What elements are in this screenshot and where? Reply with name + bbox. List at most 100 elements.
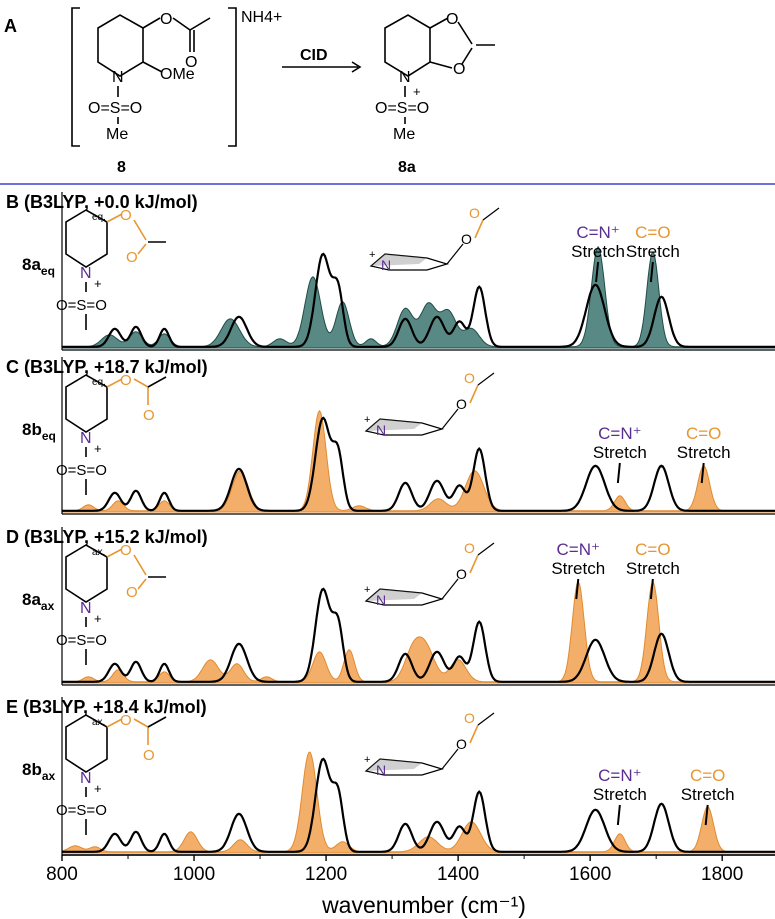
x-tick-label: 1400 <box>437 864 479 885</box>
annotation-pointer <box>704 804 709 826</box>
svg-text:O: O <box>126 249 138 266</box>
annotation-title: C=O <box>686 424 721 443</box>
product-structure: O O N + O=S=O Me 8a <box>375 11 495 176</box>
structure-charge: + <box>94 276 102 291</box>
structure-id: 8aax <box>22 590 55 613</box>
panel-structure: 8beq eq. N+ O=S=O O O <box>22 372 167 495</box>
svg-text:OMe: OMe <box>160 66 195 83</box>
structure-sulfonyl: O=S=O <box>56 802 107 819</box>
position-tag: eq. <box>92 212 106 223</box>
structure-id: 8beq <box>22 420 56 443</box>
annotation-title: C=N⁺ <box>576 223 619 242</box>
svg-text:N: N <box>381 257 391 273</box>
svg-text:N: N <box>112 69 124 86</box>
svg-text:N: N <box>376 762 386 778</box>
structure-charge: + <box>94 611 102 626</box>
panel-title: D (B3LYP, +15.2 kJ/mol) <box>6 527 208 547</box>
svg-text:O: O <box>456 736 467 752</box>
svg-text:Me: Me <box>393 126 415 143</box>
svg-text:N: N <box>399 69 411 86</box>
svg-text:N: N <box>376 592 386 608</box>
panel-title: C (B3LYP, +18.7 kJ/mol) <box>6 357 208 377</box>
experiment-spectrum <box>62 587 775 683</box>
structure-id: 8aeq <box>22 255 55 278</box>
annotation-title: C=O <box>690 766 725 785</box>
position-tag: ax. <box>92 547 105 558</box>
svg-text:O: O <box>461 231 472 247</box>
conformer-sketch: N + OO <box>364 540 495 608</box>
structure-n: N <box>80 265 92 282</box>
theory-spectrum <box>61 409 775 513</box>
structure-charge: + <box>94 441 102 456</box>
panel-title: E (B3LYP, +18.4 kJ/mol) <box>6 697 207 717</box>
spectra-panels: B (B3LYP, +0.0 kJ/mol)C=N⁺StretchC=OStre… <box>6 192 775 856</box>
experiment-spectrum <box>62 416 775 512</box>
svg-text:+: + <box>413 84 421 99</box>
panel-c: C (B3LYP, +18.7 kJ/mol)C=N⁺StretchC=OStr… <box>6 357 775 515</box>
annotation-stretch: Stretch <box>626 559 680 578</box>
svg-text:8a: 8a <box>398 159 416 176</box>
annotation-pointer <box>575 578 580 600</box>
structure-sulfonyl: O=S=O <box>56 462 107 479</box>
x-tick-label: 1200 <box>305 864 347 885</box>
panel-a-label: A <box>4 16 17 36</box>
theory-spectrum <box>61 751 775 854</box>
panel-e: E (B3LYP, +18.4 kJ/mol)C=N⁺StretchC=OStr… <box>6 697 775 856</box>
svg-text:O: O <box>446 11 458 28</box>
svg-text:+: + <box>364 584 370 596</box>
structure-n: N <box>80 600 92 617</box>
svg-text:+: + <box>364 754 370 766</box>
position-tag: ax. <box>92 717 105 728</box>
svg-text:O: O <box>464 710 475 726</box>
annotation-pointer <box>616 804 621 826</box>
svg-text:O=S=O: O=S=O <box>88 100 142 117</box>
svg-text:O: O <box>160 11 172 28</box>
panel-d: D (B3LYP, +15.2 kJ/mol)C=N⁺StretchC=OStr… <box>6 527 775 686</box>
svg-text:O: O <box>456 566 467 582</box>
annotation-pointer <box>649 578 654 600</box>
x-tick-label: 800 <box>46 864 78 885</box>
x-tick-label: 1800 <box>701 864 743 885</box>
annotation-pointer <box>700 462 705 484</box>
position-tag: eq. <box>92 377 106 388</box>
svg-text:O: O <box>120 542 132 559</box>
cid-label: CID <box>300 47 328 64</box>
annotation-title: C=N⁺ <box>598 766 641 785</box>
x-axis: 800 1000 1200 1400 1600 1800 <box>46 854 775 885</box>
svg-text:O: O <box>120 207 132 224</box>
svg-text:+: + <box>364 414 370 426</box>
svg-text:O: O <box>456 396 467 412</box>
annotation-pointer <box>595 261 600 283</box>
conformer-sketch: N + OO <box>364 370 495 438</box>
svg-text:O: O <box>120 372 132 389</box>
svg-text:O: O <box>126 584 138 601</box>
annotation-stretch: Stretch <box>626 242 680 261</box>
svg-text:O: O <box>464 370 475 386</box>
svg-text:+: + <box>369 249 375 261</box>
annotation-stretch: Stretch <box>551 559 605 578</box>
x-axis-label: wavenumber (cm⁻¹) <box>321 892 526 918</box>
svg-text:8: 8 <box>117 159 126 176</box>
svg-text:O: O <box>143 747 155 764</box>
svg-text:N: N <box>376 422 386 438</box>
experiment-spectrum <box>62 252 775 348</box>
panel-structure: 8aeq eq. N+ O=S=O O O <box>22 207 166 330</box>
svg-text:O: O <box>469 205 480 221</box>
panel-a: A NH4+ O O N OMe O=S=O Me 8 CID <box>4 7 495 176</box>
structure-n: N <box>80 430 92 447</box>
right-bracket <box>228 7 237 147</box>
svg-text:O=S=O: O=S=O <box>375 100 429 117</box>
panel-structure: 8aax ax. N+ O=S=O O O <box>22 542 166 665</box>
svg-text:O: O <box>120 712 132 729</box>
svg-text:O: O <box>464 540 475 556</box>
structure-sulfonyl: O=S=O <box>56 297 107 314</box>
experiment-spectrum <box>62 757 775 853</box>
svg-text:O: O <box>185 54 197 71</box>
annotation-stretch: Stretch <box>677 443 731 462</box>
annotation-title: C=N⁺ <box>598 424 641 443</box>
panel-title: B (B3LYP, +0.0 kJ/mol) <box>6 192 198 212</box>
conformer-sketch: N + OO <box>364 710 495 778</box>
annotation-pointer <box>649 261 654 283</box>
structure-id: 8bax <box>22 760 56 783</box>
